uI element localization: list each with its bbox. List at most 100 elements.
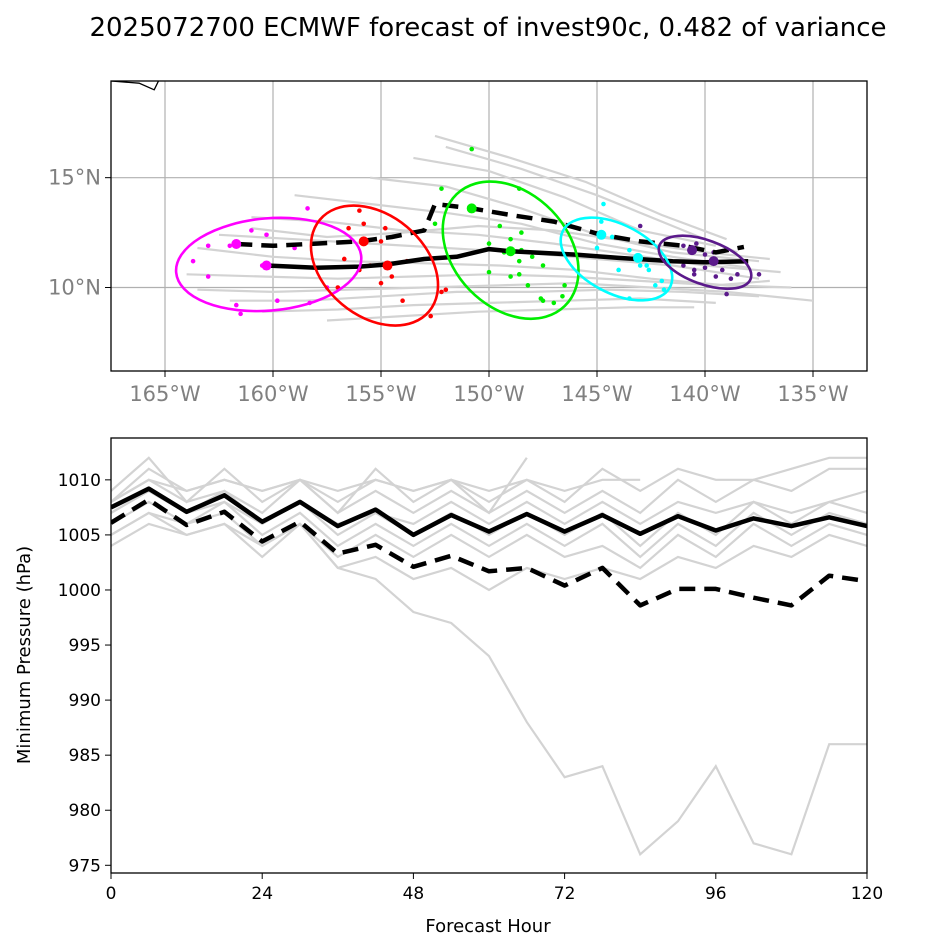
cluster-ellipse <box>309 204 440 327</box>
cluster-point <box>264 232 269 238</box>
cluster-point <box>661 287 667 293</box>
cluster-point <box>627 247 632 253</box>
cluster-point <box>702 265 708 271</box>
cluster-centroid <box>382 260 393 271</box>
cluster-point <box>719 267 725 273</box>
map-xtick-label: 150°W <box>453 382 525 406</box>
cluster-point <box>659 278 665 284</box>
member-pressure-line <box>111 522 867 592</box>
cluster-ellipse <box>174 216 363 313</box>
pressure-ticks: 0 24 48 72 96 120 975 980 985 990 995 1000 1005 1010 <box>58 471 883 904</box>
cluster-point <box>469 146 475 152</box>
cluster-point <box>233 302 239 308</box>
cluster-point <box>378 239 384 244</box>
pressure-ytick-label: 975 <box>69 856 101 876</box>
cluster-centroid <box>261 260 272 271</box>
cluster-point <box>691 272 697 277</box>
pressure-xtick-label: 24 <box>251 884 273 904</box>
cluster-point <box>637 263 643 268</box>
cluster-point <box>428 313 433 319</box>
pressure-xtick-label: 96 <box>705 884 727 904</box>
cluster-point <box>562 283 567 288</box>
cluster-point <box>508 236 513 242</box>
mean-pressure-dashed <box>111 497 867 608</box>
pressure-ytick-label: 980 <box>69 801 101 821</box>
member-pressure-line <box>111 467 641 504</box>
cluster-point <box>205 243 211 249</box>
track-map-panel: 165°W 160°W 155°W 150°W 145°W 140°W 135°W 10°N 1… <box>48 80 868 406</box>
member-track <box>262 297 716 313</box>
map-xtick-label: 155°W <box>345 382 417 406</box>
map-tick-labels: 165°W 160°W 155°W 150°W 145°W 140°W 135°W 10°N 1… <box>48 166 849 406</box>
cluster-point <box>443 287 449 293</box>
map-xtick-label: 140°W <box>669 382 741 406</box>
y-axis-label: Minimum Pressure (hPa) <box>14 546 35 764</box>
cluster-centroid <box>708 256 719 267</box>
cluster-point <box>190 258 196 264</box>
cluster-point <box>601 201 606 207</box>
x-axis-label: Forecast Hour <box>425 916 551 937</box>
cluster-point <box>341 256 347 262</box>
cluster-point <box>681 263 686 268</box>
cluster-point <box>357 208 362 213</box>
cluster-centroid <box>231 239 242 250</box>
cluster-point <box>378 280 384 286</box>
member-pressure-line <box>111 511 867 570</box>
pressure-ytick-label: 1000 <box>58 581 101 601</box>
cluster-point <box>205 274 211 279</box>
pressure-xtick-label: 0 <box>106 884 117 904</box>
cluster-point <box>486 269 492 275</box>
pressure-plot-area <box>111 456 867 857</box>
cluster-point <box>400 298 405 303</box>
cluster-point <box>519 230 524 235</box>
map-ytick-label: 15°N <box>48 166 101 190</box>
map-plot-area <box>111 81 814 327</box>
member-track <box>445 145 738 254</box>
cluster-point <box>599 219 604 224</box>
member-track <box>370 176 760 263</box>
figure-title: 2025072700 ECMWF forecast of invest90c, … <box>89 13 886 43</box>
cluster-point <box>238 311 243 317</box>
cluster-point <box>389 274 395 279</box>
cluster-point <box>525 283 531 288</box>
cluster-point <box>644 263 649 268</box>
cluster-centroid <box>466 203 477 214</box>
pressure-xtick-label: 120 <box>851 884 883 904</box>
cluster-point <box>551 300 557 306</box>
cluster-point <box>728 276 734 282</box>
cluster-point <box>540 263 546 268</box>
pressure-panel: 0 24 48 72 96 120975980985990995100010051010 … <box>14 437 883 937</box>
cluster-point <box>508 274 513 279</box>
cluster-point <box>439 186 444 191</box>
map-ytick-label: 10°N <box>48 276 101 300</box>
map-xtick-label: 160°W <box>237 382 309 406</box>
cluster-point <box>529 254 535 260</box>
cluster-point <box>361 221 367 227</box>
cluster-point <box>432 221 438 227</box>
cluster-point <box>594 245 600 251</box>
cluster-point <box>486 241 492 246</box>
cluster-point <box>305 206 310 211</box>
member-pressure-line <box>111 456 867 504</box>
cluster-point <box>346 225 351 231</box>
cluster-point <box>616 267 621 273</box>
cluster-ellipse <box>441 180 580 321</box>
member-track <box>434 134 727 241</box>
map-xtick-label: 165°W <box>129 382 201 406</box>
cluster-point <box>694 241 699 246</box>
member-track <box>326 306 695 322</box>
cluster-point <box>383 225 388 231</box>
pressure-xtick-label: 48 <box>403 884 425 904</box>
pressure-ytick-label: 1005 <box>58 526 101 546</box>
cluster-centroid <box>596 229 607 240</box>
cluster-point <box>653 283 658 288</box>
cluster-point <box>756 272 762 277</box>
cluster-centroid <box>633 252 644 263</box>
cluster-point <box>609 234 615 240</box>
cluster-ellipse <box>657 234 753 291</box>
cluster-point <box>702 252 708 257</box>
cluster-point <box>646 267 652 273</box>
cluster-point <box>735 272 740 277</box>
member-track <box>294 194 749 269</box>
